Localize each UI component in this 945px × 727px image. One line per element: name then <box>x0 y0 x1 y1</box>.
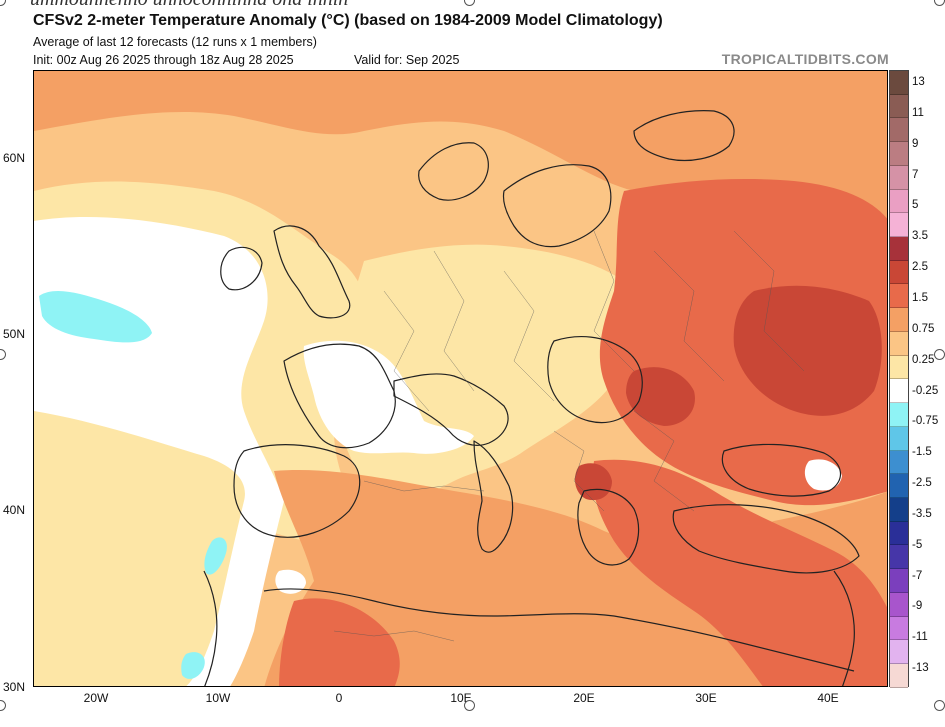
lat-label-40n: 40N <box>3 503 26 517</box>
map-fill-layer <box>34 71 887 686</box>
colorbar-segment <box>890 592 908 617</box>
resize-handle-top-right[interactable] <box>934 0 945 6</box>
colorbar-segment <box>890 71 908 95</box>
colorbar-label: -13 <box>912 662 929 675</box>
resize-handle-bottom-right[interactable] <box>934 700 945 711</box>
colorbar-label: -2.5 <box>912 477 932 490</box>
lat-label-50n: 50N <box>3 327 26 341</box>
colorbar-label: -7 <box>912 569 923 582</box>
valid-time: Valid for: Sep 2025 <box>354 53 460 67</box>
colorbar-segment <box>890 663 908 688</box>
lon-label-10e: 10E <box>450 691 472 705</box>
lat-label-60n: 60N <box>3 151 26 165</box>
colorbar-segment <box>890 355 908 380</box>
region-orange-north <box>34 71 887 311</box>
resize-handle-top-left[interactable] <box>0 0 6 6</box>
colorbar-label: 13 <box>912 76 925 88</box>
resize-handle-bottom-left[interactable] <box>0 700 6 711</box>
colorbar-label: -0.25 <box>912 384 939 397</box>
colorbar-segment <box>890 474 908 498</box>
region-white-spain-coast <box>275 569 306 594</box>
colorbar-label: 0.25 <box>912 353 935 366</box>
colorbar-segment <box>890 450 908 475</box>
colorbar-label: 5 <box>912 199 919 212</box>
region-cyan-south <box>181 652 205 679</box>
colorbar-label: 9 <box>912 137 919 150</box>
lon-label-40e: 40E <box>817 691 839 705</box>
colorbar-segment <box>890 521 908 546</box>
colorbar-segment <box>890 237 908 261</box>
colorbar-segment <box>890 545 908 570</box>
region-red-ukraine <box>733 285 882 416</box>
region-pale-band-south <box>34 411 245 686</box>
colorbar-segment <box>890 403 908 427</box>
region-white-france <box>303 340 474 454</box>
region-white-turkey <box>804 459 842 491</box>
region-red-orange-sahara <box>279 598 400 686</box>
resize-handle-middle-left[interactable] <box>0 349 6 360</box>
lon-label-30e: 30E <box>695 691 717 705</box>
subtitle: Average of last 12 forecasts (12 runs x … <box>33 35 317 49</box>
lat-label-30n: 30N <box>3 680 26 694</box>
admin-borders <box>333 230 805 642</box>
colorbar-segment <box>890 379 908 404</box>
colorbar-segment <box>890 142 908 166</box>
chart-title: CFSv2 2-meter Temperature Anomaly (°C) (… <box>33 12 663 29</box>
coastlines <box>203 110 860 686</box>
colorbar-label: 2.5 <box>912 261 928 274</box>
region-red-orange-med <box>592 459 887 686</box>
resize-handle-top-middle[interactable] <box>464 0 475 6</box>
colorbar-segment <box>890 308 908 332</box>
colorbar-segment <box>890 213 908 238</box>
colorbar-segment <box>890 569 908 593</box>
colorbar-label: 11 <box>912 106 924 119</box>
colorbar-segment <box>890 189 908 214</box>
region-cyan-morocco <box>204 537 227 575</box>
colorbar-segment <box>890 118 908 143</box>
colorbar-segment <box>890 497 908 522</box>
colorbar-label: 7 <box>912 168 919 181</box>
lon-label-20e: 20E <box>573 691 595 705</box>
colorbar-label: 0.75 <box>912 322 935 335</box>
colorbar-segment <box>890 165 908 190</box>
region-cyan-atlantic <box>39 291 152 343</box>
lon-label-20w: 20W <box>83 691 109 705</box>
anomaly-map <box>33 70 888 687</box>
colorbar-label: -5 <box>912 538 923 551</box>
init-time: Init: 00z Aug 26 2025 through 18z Aug 28… <box>33 53 294 67</box>
lon-label-10w: 10W <box>205 691 231 705</box>
region-red-romania <box>626 367 695 426</box>
colorbar-segment <box>890 260 908 285</box>
colorbar-segment <box>890 284 908 309</box>
resize-handle-middle-right[interactable] <box>934 349 945 360</box>
colorbar-label: -0.75 <box>912 415 939 428</box>
colorbar <box>889 70 909 688</box>
colorbar-label: -1.5 <box>912 446 932 459</box>
brand-watermark: TROPICALTIDBITS.COM <box>721 51 889 67</box>
colorbar-segment <box>890 616 908 641</box>
colorbar-label: 1.5 <box>912 291 928 304</box>
colorbar-segment <box>890 426 908 451</box>
resize-handle-bottom-middle[interactable] <box>464 700 475 711</box>
colorbar-segment <box>890 94 908 119</box>
colorbar-segment <box>890 331 908 356</box>
colorbar-segment <box>890 640 908 664</box>
colorbar-label: -11 <box>912 631 928 644</box>
colorbar-label: -9 <box>912 600 923 613</box>
lon-label-0: 0 <box>335 691 343 705</box>
colorbar-label: -3.5 <box>912 507 932 520</box>
cropped-caption-text: ummounnenno unnoconninna ona innin <box>30 0 348 11</box>
colorbar-label: 3.5 <box>912 230 928 243</box>
